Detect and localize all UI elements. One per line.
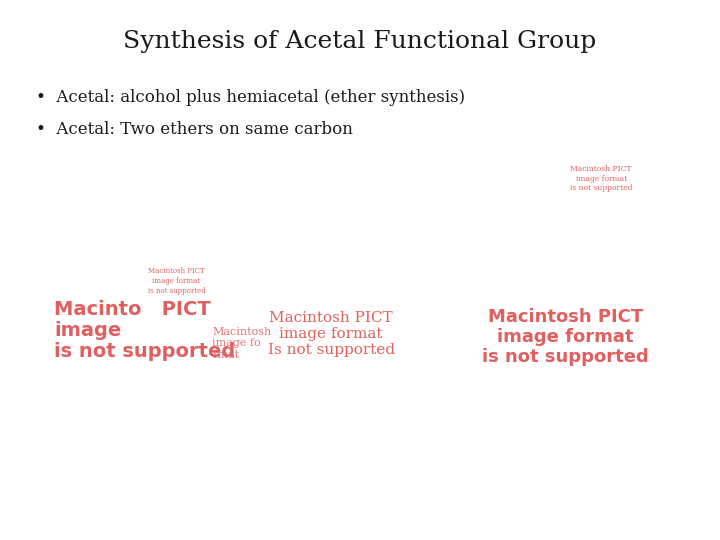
Text: •  Acetal: Two ethers on same carbon: • Acetal: Two ethers on same carbon xyxy=(36,122,353,138)
Text: Synthesis of Acetal Functional Group: Synthesis of Acetal Functional Group xyxy=(123,30,597,53)
Text: Macintosh PICT
image format
is not supported: Macintosh PICT image format is not suppo… xyxy=(482,308,649,366)
Text: Macintosh PICT
image format
is not supported: Macintosh PICT image format is not suppo… xyxy=(148,267,205,295)
Text: Macintosh PICT
image format
Is not supported: Macintosh PICT image format Is not suppo… xyxy=(268,310,395,357)
Text: ·: · xyxy=(333,332,336,342)
Text: Macintosh
image fo
rmat: Macintosh image fo rmat xyxy=(212,327,271,360)
Text: Macinto   PICT
image
is not supported: Macinto PICT image is not supported xyxy=(54,300,235,361)
Text: •  Acetal: alcohol plus hemiacetal (ether synthesis): • Acetal: alcohol plus hemiacetal (ether… xyxy=(36,89,465,106)
Text: Macintosh PICT
image format
is not supported: Macintosh PICT image format is not suppo… xyxy=(570,165,632,192)
